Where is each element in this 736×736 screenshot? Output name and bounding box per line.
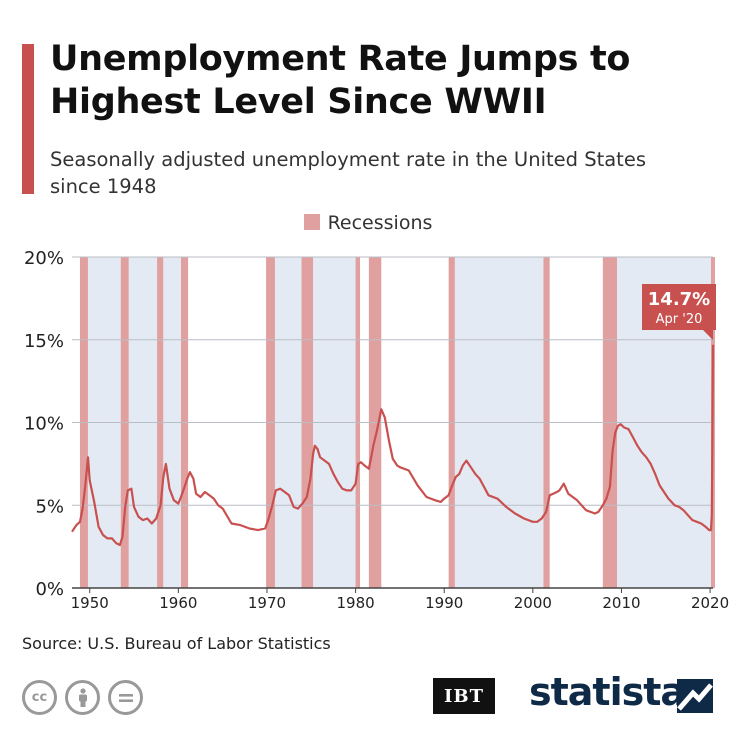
- no-derivatives-icon: [108, 680, 143, 715]
- title-accent-bar: [22, 44, 34, 194]
- y-tick-label-0: 0%: [35, 579, 64, 600]
- cc-icon: cc: [22, 680, 57, 715]
- statista-mark-icon: [677, 679, 713, 713]
- y-tick-label-15: 15%: [24, 331, 64, 352]
- x-tick-label-1990: 1990: [425, 594, 463, 612]
- callout-14-7: 14.7% Apr '20: [642, 284, 716, 340]
- callout-box: [642, 284, 716, 330]
- legend-recession-swatch: [303, 214, 320, 230]
- callout-date: Apr '20: [656, 312, 703, 327]
- statista-logo: statista: [529, 670, 686, 714]
- y-tick-label-20: 20%: [24, 248, 64, 269]
- x-tick-label-1980: 1980: [336, 594, 374, 612]
- chart-title: Unemployment Rate Jumps to Highest Level…: [50, 39, 631, 122]
- callout-value: 14.7%: [648, 289, 710, 310]
- x-tick-label-2010: 2010: [602, 594, 640, 612]
- chart-subtitle: Seasonally adjusted unemployment rate in…: [50, 148, 646, 198]
- y-tick-label-10: 10%: [24, 414, 64, 435]
- ibt-logo: IBT: [433, 678, 495, 714]
- source-note: Source: U.S. Bureau of Labor Statistics: [22, 634, 331, 653]
- y-axis-ticks: 0% 5% 10% 15% 20%: [24, 248, 64, 600]
- callout-pointer: [703, 330, 713, 340]
- x-tick-label-2020: 2020: [691, 594, 729, 612]
- attribution-icon: [65, 680, 100, 715]
- unemployment-chart: 0% 5% 10% 15% 20% 1950 1960 1970 1980 1990 2000 20…: [24, 248, 729, 612]
- x-tick-label-1960: 1960: [159, 594, 197, 612]
- license-icons: cc: [22, 680, 143, 715]
- y-tick-label-5: 5%: [35, 496, 64, 517]
- x-tick-label-1970: 1970: [248, 594, 286, 612]
- unemployment-series-line: [71, 344, 715, 547]
- legend: Recessions: [0, 212, 736, 234]
- x-tick-label-1950: 1950: [71, 594, 109, 612]
- x-tick-label-2000: 2000: [514, 594, 552, 612]
- legend-recession-label: Recessions: [327, 212, 433, 234]
- x-axis-ticks: 1950 1960 1970 1980 1990 2000 2010 2020: [71, 588, 729, 612]
